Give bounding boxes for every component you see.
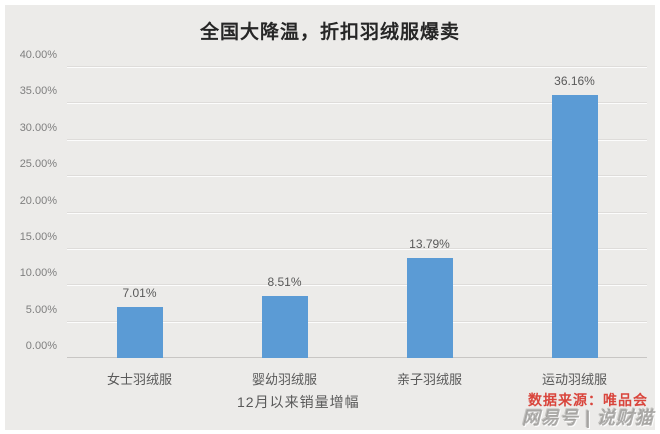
bar-value-label: 13.79%	[409, 236, 450, 251]
gridline-35.00%	[67, 102, 647, 104]
y-axis-tick-label: 20.00%	[19, 194, 57, 207]
bar-亲子羽绒服	[406, 257, 453, 358]
bar-column-4: 36.16% 运动羽绒服	[502, 67, 647, 387]
bar-value-label: 7.01%	[122, 286, 157, 301]
gridline-30.00%	[67, 138, 647, 140]
x-axis-category-label: 亲子羽绒服	[396, 372, 462, 387]
bar-女士羽绒服	[116, 307, 163, 358]
watermark: 网易号 | 说财猫	[521, 408, 654, 428]
bar-column-1: 7.01% 女士羽绒服	[67, 67, 212, 387]
gridline-15.00%	[67, 247, 647, 249]
y-axis-tick-label: 25.00%	[19, 158, 57, 171]
x-axis-category-label: 女士羽绒服	[106, 372, 172, 387]
data-source-label: 数据来源：唯品会	[528, 392, 648, 408]
y-axis-tick-label: 10.00%	[19, 267, 57, 280]
bar-column-3: 13.79% 亲子羽绒服	[357, 67, 502, 387]
y-axis-tick-label: 0.00%	[25, 340, 57, 352]
bar-column-2: 8.51% 婴幼羽绒服	[212, 67, 357, 387]
chart-caption: 12月以来销量增幅	[237, 394, 360, 410]
y-axis-tick-label: 5.00%	[25, 303, 57, 316]
y-axis-tick-label: 35.00%	[19, 85, 57, 98]
gridline-40.00%	[67, 66, 647, 67]
bar-运动羽绒服	[551, 94, 598, 358]
x-axis-category-label: 婴幼羽绒服	[251, 372, 317, 387]
gridline-5.00%	[67, 320, 647, 322]
x-axis-category-label: 运动羽绒服	[541, 372, 607, 387]
bar-婴幼羽绒服	[261, 296, 308, 358]
gridline-0.00%	[67, 357, 647, 358]
y-axis-tick-label: 40.00%	[19, 49, 57, 61]
chart-title: 全国大降温，折扣羽绒服爆卖	[199, 22, 460, 43]
bar-value-label: 8.51%	[267, 275, 302, 290]
bar-value-label: 36.16%	[554, 73, 595, 88]
y-axis-tick-label: 15.00%	[19, 230, 57, 243]
y-axis-tick-label: 30.00%	[19, 121, 57, 134]
gridline-25.00%	[67, 175, 647, 177]
gridline-10.00%	[67, 284, 647, 286]
chart-background: 全国大降温，折扣羽绒服爆卖 0.00% 5.00% 10.00% 15.00% 20.0…	[5, 5, 655, 430]
gridline-20.00%	[67, 211, 647, 213]
plot-area: 0.00% 5.00% 10.00% 15.00% 20.00% 25.00% 30.00%…	[20, 49, 647, 387]
